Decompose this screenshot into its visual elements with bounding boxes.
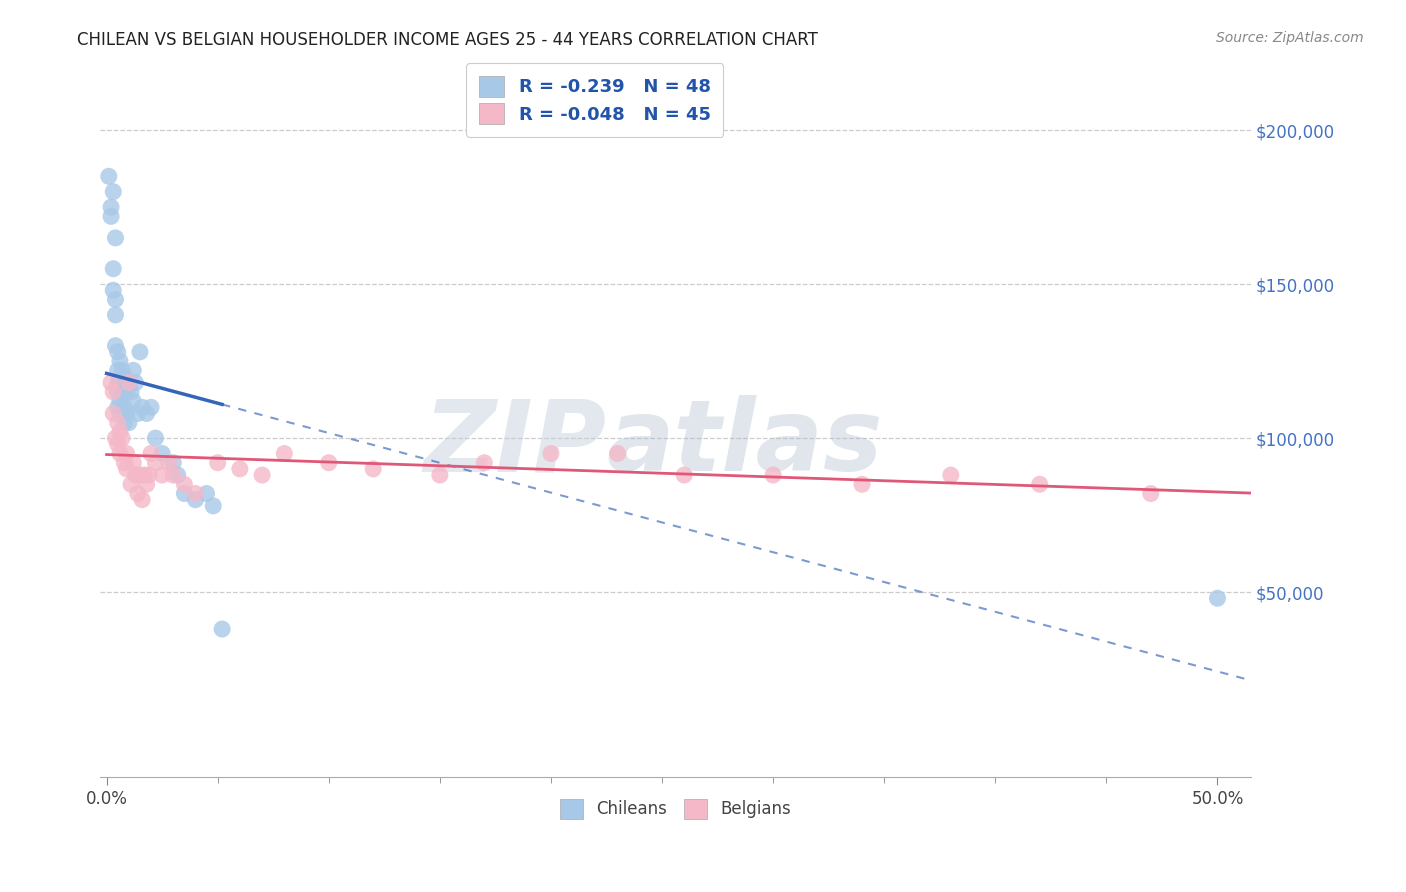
Point [1206, 591, 1229, 606]
Point [115, 384, 138, 399]
Point [851, 477, 873, 491]
Point [939, 468, 962, 483]
Point [540, 446, 562, 460]
Point [150, 468, 173, 483]
Point [131, 401, 153, 415]
Point [229, 462, 252, 476]
Point [122, 456, 145, 470]
Point [207, 456, 229, 470]
Point [112, 401, 135, 415]
Point [318, 456, 340, 470]
Point [103, 407, 125, 421]
Point [115, 462, 138, 476]
Point [173, 486, 195, 500]
Point [107, 384, 129, 399]
Point [162, 468, 184, 483]
Point [107, 437, 129, 451]
Point [112, 416, 135, 430]
Point [184, 492, 207, 507]
Point [108, 407, 131, 421]
Point [129, 344, 152, 359]
Point [138, 468, 160, 483]
Point [606, 446, 628, 460]
Point [122, 363, 145, 377]
Point [100, 376, 122, 390]
Point [673, 468, 696, 483]
Point [1139, 486, 1161, 500]
Point [107, 376, 129, 390]
Point [115, 446, 138, 460]
Text: ZIP: ZIP [423, 395, 606, 492]
Point [429, 468, 451, 483]
Point [472, 456, 495, 470]
Point [112, 456, 135, 470]
Point [104, 231, 127, 245]
Point [104, 293, 127, 307]
Point [135, 407, 157, 421]
Point [111, 384, 134, 399]
Point [120, 477, 142, 491]
Point [108, 394, 131, 409]
Point [108, 354, 131, 368]
Point [120, 384, 142, 399]
Point [115, 407, 138, 421]
Point [184, 486, 207, 500]
Point [111, 407, 134, 421]
Point [250, 468, 273, 483]
Point [111, 363, 134, 377]
Point [273, 446, 295, 460]
Legend: Chileans, Belgians: Chileans, Belgians [553, 793, 797, 825]
Point [361, 462, 384, 476]
Point [139, 401, 162, 415]
Point [108, 446, 131, 460]
Text: atlas: atlas [606, 395, 883, 492]
Point [107, 401, 129, 415]
Point [100, 210, 122, 224]
Point [135, 477, 157, 491]
Point [173, 477, 195, 491]
Point [111, 431, 134, 445]
Text: Source: ZipAtlas.com: Source: ZipAtlas.com [1216, 31, 1364, 45]
Point [104, 308, 127, 322]
Text: CHILEAN VS BELGIAN HOUSEHOLDER INCOME AGES 25 - 44 YEARS CORRELATION CHART: CHILEAN VS BELGIAN HOUSEHOLDER INCOME AG… [77, 31, 818, 49]
Point [127, 407, 149, 421]
Point [107, 363, 129, 377]
Point [202, 499, 225, 513]
Point [166, 468, 188, 483]
Point [118, 376, 141, 390]
Point [211, 622, 233, 636]
Point [162, 456, 184, 470]
Point [127, 486, 149, 500]
Point [124, 468, 146, 483]
Point [103, 261, 125, 276]
Point [134, 468, 156, 483]
Point [124, 376, 146, 390]
Point [107, 344, 129, 359]
Point [108, 425, 131, 439]
Point [100, 200, 122, 214]
Point [97, 169, 120, 184]
Point [145, 456, 167, 470]
Point [139, 446, 162, 460]
Point [157, 456, 180, 470]
Point [762, 468, 785, 483]
Point [108, 376, 131, 390]
Point [104, 431, 127, 445]
Point [122, 394, 145, 409]
Point [107, 416, 129, 430]
Point [103, 283, 125, 297]
Point [118, 416, 141, 430]
Point [195, 486, 218, 500]
Point [112, 369, 135, 384]
Point [129, 468, 152, 483]
Point [103, 185, 125, 199]
Point [104, 339, 127, 353]
Point [145, 431, 167, 445]
Point [118, 376, 141, 390]
Point [150, 446, 173, 460]
Point [131, 492, 153, 507]
Point [1028, 477, 1050, 491]
Point [103, 384, 125, 399]
